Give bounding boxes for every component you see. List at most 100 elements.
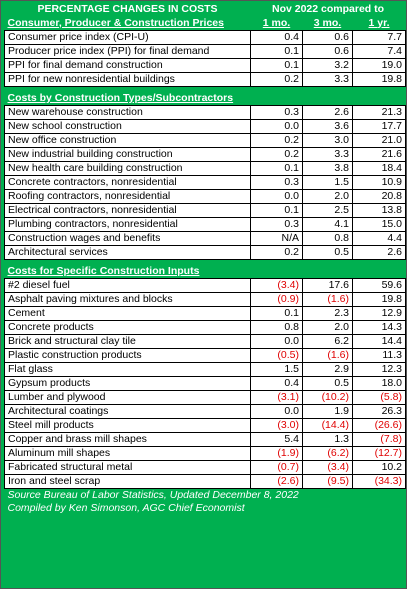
value-cell: 18.0 (351, 376, 406, 391)
data-row: New school construction 0.0 3.6 17.7 (4, 119, 406, 134)
value-cell: (5.8) (351, 390, 406, 405)
value-cell: 0.2 (250, 72, 303, 87)
column-header: 1 yr. (368, 16, 390, 29)
data-row: PPI for new nonresidential buildings 0.2 3… (4, 72, 406, 87)
value-cell: (1.6) (302, 292, 353, 307)
value-cell: 0.5 (302, 376, 353, 391)
value-cell: 2.0 (302, 189, 353, 204)
value-cell: 0.8 (250, 320, 303, 335)
compare-label: Nov 2022 compared to (271, 2, 385, 15)
value-cell: 0.5 (302, 245, 353, 260)
value-cell: 5.4 (250, 432, 303, 447)
row-label: PPI for new nonresidential buildings (4, 72, 251, 87)
value-cell: 2.3 (302, 306, 353, 321)
value-cell: (7.8) (351, 432, 406, 447)
data-row: Aluminum mill shapes (1.9) (6.2) (12.7) (4, 446, 406, 461)
header-row: Consumer, Producer & Construction Prices… (5, 16, 406, 31)
value-cell: (26.6) (351, 418, 406, 433)
row-label: Producer price index (PPI) for final dem… (4, 44, 251, 59)
value-cell: 12.9 (351, 306, 406, 321)
value-cell: 3.6 (302, 119, 353, 134)
row-label: Flat glass (4, 362, 251, 377)
value-cell: 0.3 (250, 175, 303, 190)
value-cell: 13.8 (351, 203, 406, 218)
value-cell: 59.6 (351, 278, 406, 293)
data-row: Plumbing contractors, nonresidential 0.3 4… (4, 217, 406, 232)
value-cell: 0.2 (250, 245, 303, 260)
data-row: Brick and structural clay tile 0.0 6.2 14.4 (4, 334, 406, 349)
data-row: Copper and brass mill shapes 5.4 1.3 (7.8) (4, 432, 406, 447)
data-row: Roofing contractors, nonresidential 0.0 2.… (4, 189, 406, 204)
value-cell: (34.3) (351, 474, 406, 489)
data-row: Flat glass 1.5 2.9 12.3 (4, 362, 406, 377)
data-row: Construction wages and benefits N/A 0.8 4.4 (4, 231, 406, 246)
value-cell: 14.4 (351, 334, 406, 349)
data-row: Plastic construction products (0.5) (1.6) 1… (4, 348, 406, 363)
value-cell: (0.7) (250, 460, 303, 475)
section-title: Consumer, Producer & Construction Prices (7, 16, 224, 29)
value-cell: 0.0 (250, 404, 303, 419)
data-row: Gypsum products 0.4 0.5 18.0 (4, 376, 406, 391)
data-row: Cement 0.1 2.3 12.9 (4, 306, 406, 321)
row-label: Brick and structural clay tile (4, 334, 251, 349)
value-cell: 21.6 (351, 147, 406, 162)
footer-row: Source Bureau of Labor Statistics, Updat… (5, 489, 406, 503)
row-label: Lumber and plywood (4, 390, 251, 405)
value-cell: (3.1) (250, 390, 303, 405)
data-row: Electrical contractors, nonresidential 0.… (4, 203, 406, 218)
value-cell: 15.0 (351, 217, 406, 232)
value-cell: (9.5) (302, 474, 353, 489)
row-label: PPI for final demand construction (4, 58, 251, 73)
value-cell: 14.3 (351, 320, 406, 335)
data-row: Asphalt paving mixtures and blocks (0.9)(… (4, 292, 406, 307)
value-cell: 0.4 (250, 376, 303, 391)
value-cell: 2.0 (302, 320, 353, 335)
value-cell: (10.2) (302, 390, 353, 405)
value-cell: 0.1 (250, 203, 303, 218)
data-row: New warehouse construction 0.3 2.6 21.3 (4, 105, 406, 120)
column-header: 3 mo. (313, 16, 342, 29)
value-cell: 20.8 (351, 189, 406, 204)
value-cell: 0.3 (250, 217, 303, 232)
cost-table: PERCENTAGE CHANGES IN COSTS Nov 2022 comp… (4, 2, 406, 515)
data-row: Concrete products 0.8 2.0 14.3 (4, 320, 406, 335)
value-cell: 12.3 (351, 362, 406, 377)
row-label: Concrete products (4, 320, 251, 335)
data-row: Architectural services 0.2 0.5 2.6 (4, 245, 406, 260)
value-cell: (3.0) (250, 418, 303, 433)
value-cell: 3.0 (302, 133, 353, 148)
value-cell: 3.2 (302, 58, 353, 73)
value-cell: 6.2 (302, 334, 353, 349)
row-label: Aluminum mill shapes (4, 446, 251, 461)
row-label: Architectural coatings (4, 404, 251, 419)
row-label: Plumbing contractors, nonresidential (4, 217, 251, 232)
value-cell: 0.1 (250, 44, 303, 59)
row-label: Electrical contractors, nonresidential (4, 203, 251, 218)
value-cell: 0.0 (250, 189, 303, 204)
value-cell: (1.6) (302, 348, 353, 363)
section-title: Costs by Construction Types/Subcontracto… (7, 92, 234, 104)
value-cell: 18.4 (351, 161, 406, 176)
value-cell: (2.6) (250, 474, 303, 489)
data-row: Lumber and plywood (3.1) (10.2) (5.8) (4, 390, 406, 405)
data-row: New health care building construction 0.1… (4, 161, 406, 176)
value-cell: 7.4 (351, 44, 406, 59)
section-title: Costs for Specific Construction Inputs (7, 265, 200, 277)
value-cell: 0.1 (250, 161, 303, 176)
row-label: Iron and steel scrap (4, 474, 251, 489)
row-label: New warehouse construction (4, 105, 251, 120)
data-row: Fabricated structural metal (0.7) (3.4) 10.… (4, 460, 406, 475)
row-label: Architectural services (4, 245, 251, 260)
section-row: Costs by Construction Types/Subcontracto… (5, 87, 406, 106)
table-title: PERCENTAGE CHANGES IN COSTS (37, 2, 218, 15)
value-cell: 2.5 (302, 203, 353, 218)
footer-note: Source Bureau of Labor Statistics, Updat… (7, 489, 299, 501)
value-cell: 2.9 (302, 362, 353, 377)
value-cell: (1.9) (250, 446, 303, 461)
value-cell: 1.3 (302, 432, 353, 447)
value-cell: 4.1 (302, 217, 353, 232)
row-label: New health care building construction (4, 161, 251, 176)
value-cell: 3.3 (302, 147, 353, 162)
value-cell: 0.1 (250, 58, 303, 73)
data-row: Steel mill products (3.0) (14.4) (26.6) (4, 418, 406, 433)
